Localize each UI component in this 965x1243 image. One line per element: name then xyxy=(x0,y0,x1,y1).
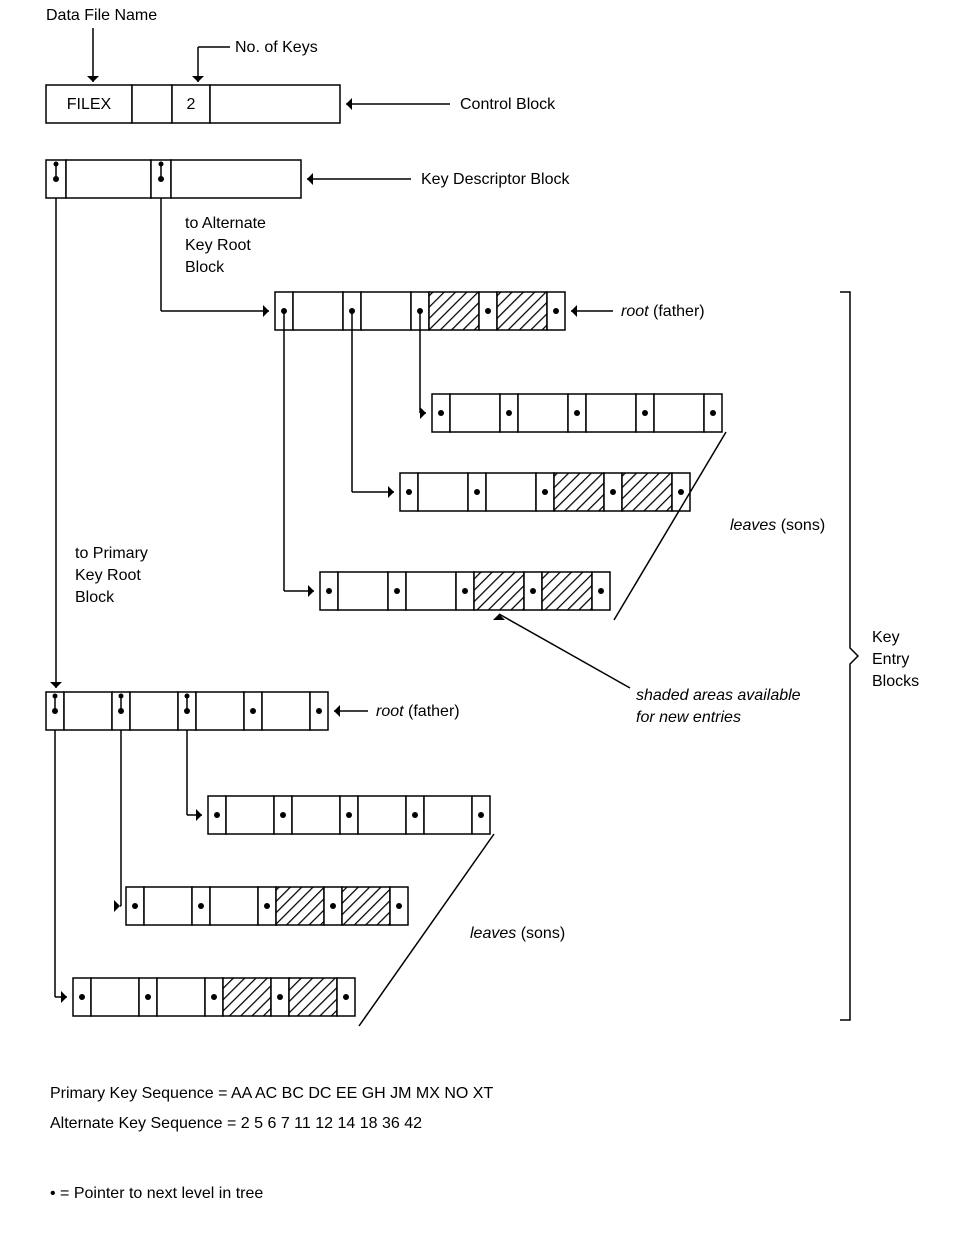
label-data-file-name: Data File Name xyxy=(46,7,157,24)
label-no-of-keys: No. of Keys xyxy=(235,39,318,56)
label-prim-root: root (father) xyxy=(376,703,460,720)
control-block-filename: FILEX xyxy=(67,96,112,113)
svg-text:Blocks: Blocks xyxy=(872,673,919,690)
label-shaded-1: shaded areas available xyxy=(636,687,801,704)
label-control-block: Control Block xyxy=(460,96,556,113)
label-prim-leaves: leaves (sons) xyxy=(470,925,565,942)
primary-seq: Primary Key Sequence = AA AC BC DC EE GH… xyxy=(50,1085,493,1102)
svg-text:Block: Block xyxy=(185,259,225,276)
svg-text:to Alternate: to Alternate xyxy=(185,215,266,232)
svg-text:Block: Block xyxy=(75,589,115,606)
alternate-seq: Alternate Key Sequence = 2 5 6 7 11 12 1… xyxy=(50,1115,422,1132)
svg-text:Key Root: Key Root xyxy=(75,567,141,584)
label-alt-leaves: leaves (sons) xyxy=(730,517,825,534)
key-entry-bracket xyxy=(840,292,858,1020)
label-shaded-2: for new entries xyxy=(636,709,741,726)
legend-bullet: • = Pointer to next level in tree xyxy=(50,1185,263,1202)
control-block-numkeys: 2 xyxy=(187,96,196,113)
label-key-descriptor-block: Key Descriptor Block xyxy=(421,171,570,188)
svg-text:Entry: Entry xyxy=(872,651,909,668)
svg-text:Key Root: Key Root xyxy=(185,237,251,254)
svg-text:Key: Key xyxy=(872,629,900,646)
svg-text:to Primary: to Primary xyxy=(75,545,148,562)
label-alt-root: root (father) xyxy=(621,303,705,320)
